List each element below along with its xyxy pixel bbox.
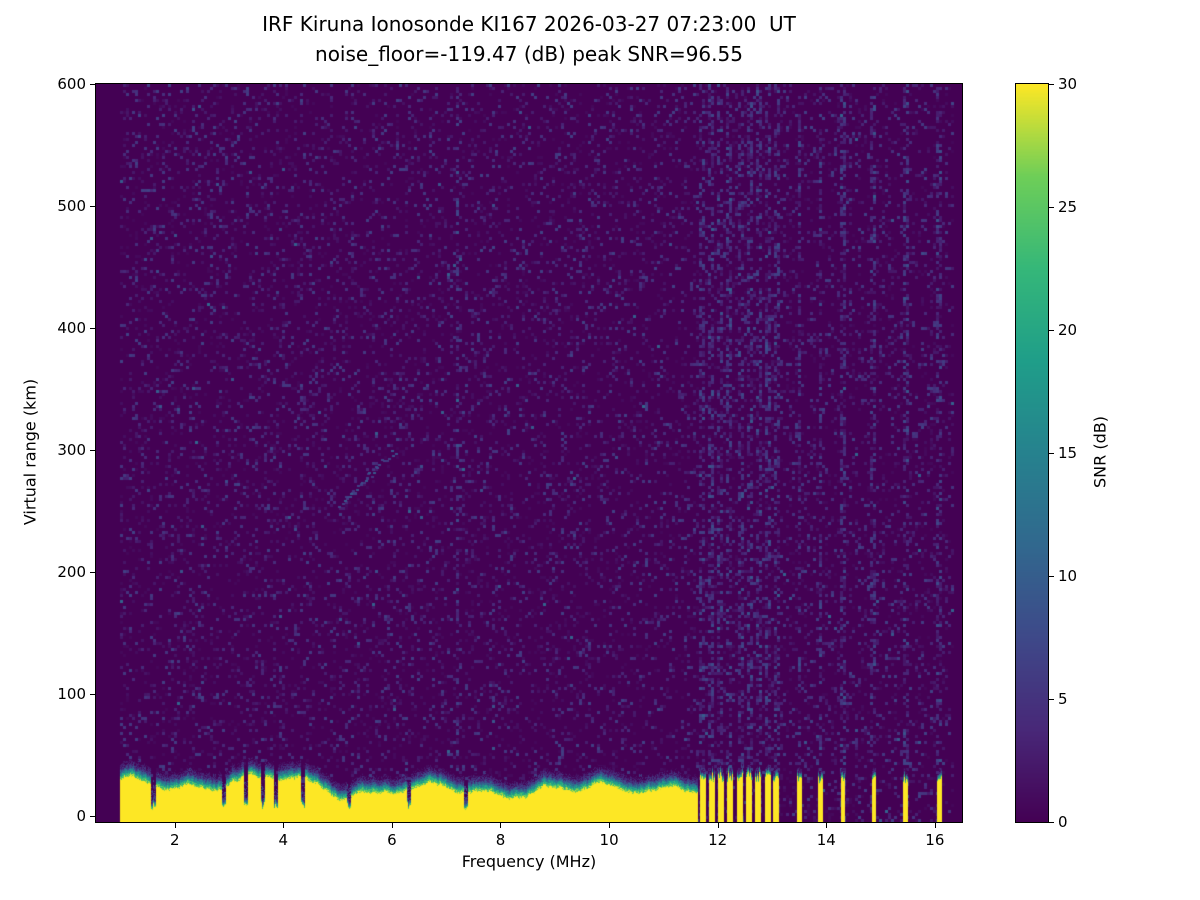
colorbar-tick-label: 5	[1058, 690, 1068, 708]
ionogram-heatmap-canvas	[96, 84, 962, 822]
colorbar-tick-mark	[1049, 576, 1054, 577]
colorbar-tick-label: 30	[1058, 75, 1078, 93]
colorbar-tick-mark	[1049, 330, 1054, 331]
colorbar-label: SNR (dB)	[1090, 416, 1110, 488]
chart-title: IRF Kiruna Ionosonde KI167 2026-03-27 07…	[262, 12, 796, 36]
y-tick-mark	[90, 571, 95, 573]
y-tick-label: 500	[57, 196, 86, 215]
colorbar-tick-mark	[1049, 699, 1054, 700]
colorbar-tick-mark	[1049, 453, 1054, 454]
y-tick-mark	[90, 815, 95, 817]
colorbar-tick-label: 20	[1058, 321, 1078, 339]
y-tick-label: 0	[76, 806, 86, 825]
x-tick-mark	[391, 823, 393, 828]
y-tick-mark	[90, 449, 95, 451]
x-tick-label: 16	[925, 831, 945, 849]
y-tick-label: 600	[57, 75, 86, 93]
colorbar-tick-label: 10	[1058, 567, 1078, 585]
y-axis-label: Virtual range (km)	[20, 378, 40, 526]
colorbar-tick-mark	[1049, 207, 1054, 208]
y-tick-mark	[90, 205, 95, 207]
colorbar-tick-label: 0	[1058, 813, 1068, 831]
x-tick-mark	[500, 823, 502, 828]
colorbar-gradient-canvas	[1016, 84, 1048, 822]
y-tick-label: 100	[57, 684, 86, 703]
x-tick-label: 12	[708, 831, 728, 849]
x-tick-label: 2	[169, 831, 180, 849]
colorbar-tick-label: 15	[1058, 444, 1078, 462]
x-tick-mark	[826, 823, 828, 828]
x-tick-mark	[609, 823, 611, 828]
y-tick-label: 200	[57, 562, 86, 581]
y-tick-label: 300	[57, 440, 86, 459]
y-tick-mark	[90, 84, 95, 85]
x-tick-mark	[283, 823, 285, 828]
x-tick-label: 10	[599, 831, 619, 849]
x-tick-mark	[717, 823, 719, 828]
x-tick-label: 4	[278, 831, 289, 849]
x-axis-label: Frequency (MHz)	[461, 852, 597, 871]
y-tick-label: 400	[57, 318, 86, 337]
x-tick-label: 14	[816, 831, 836, 849]
x-tick-mark	[174, 823, 176, 828]
colorbar-tick-mark	[1049, 84, 1054, 85]
x-tick-label: 8	[495, 831, 506, 849]
colorbar-tick-mark	[1049, 822, 1054, 823]
y-tick-mark	[90, 693, 95, 695]
plot-area	[95, 83, 963, 823]
chart-subtitle: noise_floor=-119.47 (dB) peak SNR=96.55	[315, 42, 743, 66]
x-tick-label: 6	[387, 831, 397, 849]
x-tick-mark	[934, 823, 936, 828]
y-tick-mark	[90, 327, 95, 329]
colorbar-tick-label: 25	[1058, 198, 1078, 216]
colorbar	[1015, 83, 1049, 823]
